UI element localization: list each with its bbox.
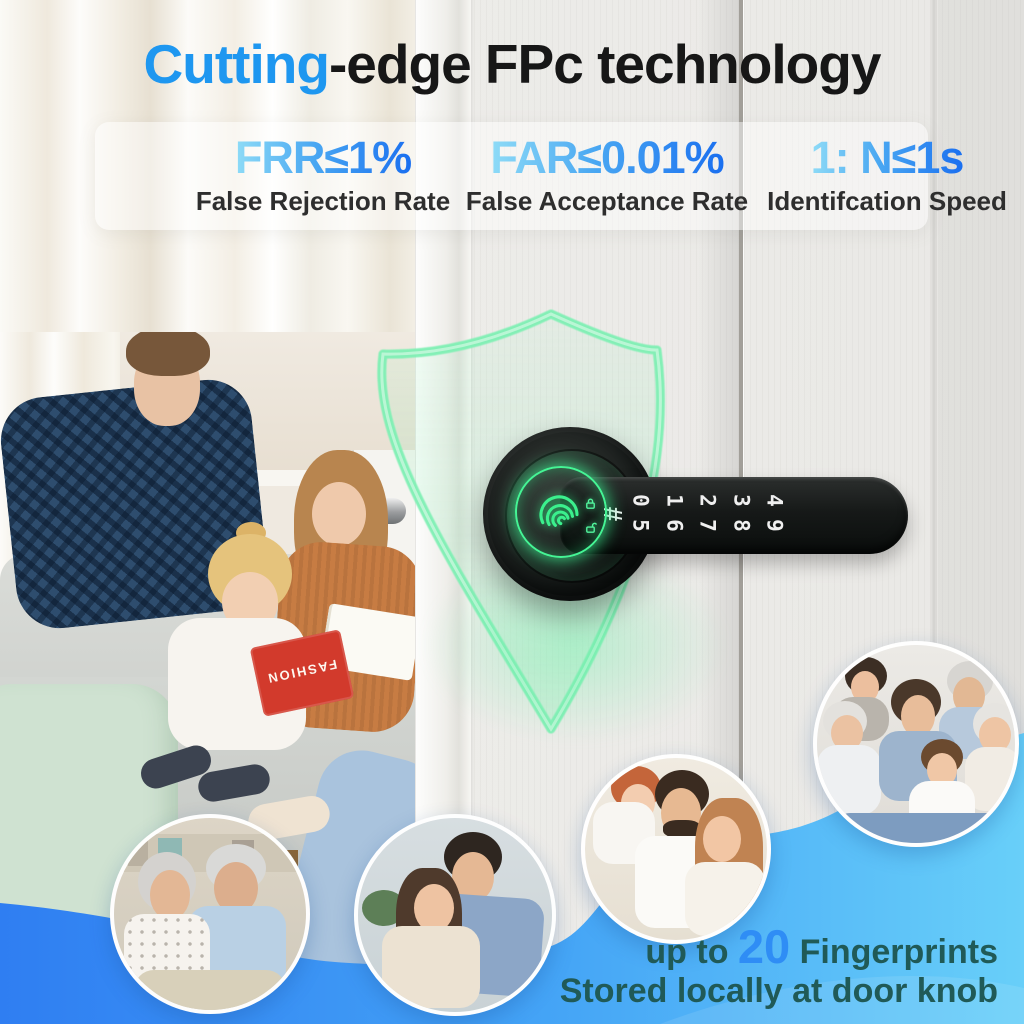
keypad-key-7: 7: [695, 519, 720, 532]
claim-line1: up to 20 Fingerprints: [560, 921, 998, 973]
fingerprint-capacity-claim: up to 20 Fingerprints Stored locally at …: [560, 921, 998, 1010]
claim-prefix: up to: [645, 932, 738, 971]
door-groove: [930, 0, 938, 1024]
fingerprint-icon: [539, 495, 579, 527]
stat-frr: FRR≤1% False Rejection Rate: [173, 132, 473, 217]
lock-closed-icon: [586, 498, 595, 509]
claim-number: 20: [737, 919, 791, 973]
door-handle-lever: [560, 477, 908, 554]
stat-far-label: False Acceptance Rate: [465, 186, 749, 216]
stat-speed-label: Identifcation Speed: [767, 186, 1007, 216]
keypad-key-8: 8: [729, 519, 754, 532]
title-rest: -edge FPc technology: [328, 33, 881, 95]
grandma-face: [150, 870, 190, 920]
photo-circle-large-family: [813, 641, 1019, 847]
photo-circle-family-with-child: [581, 754, 771, 944]
khaki-legs: [134, 970, 286, 1010]
lock-open-icon: [586, 522, 597, 533]
stats-bar: FRR≤1% False Rejection Rate FAR≤0.01% Fa…: [95, 122, 1007, 230]
stat-frr-label: False Rejection Rate: [195, 186, 451, 216]
photo-circle-young-couple: [354, 814, 556, 1016]
photo-magazine-title: FASHION: [265, 656, 339, 687]
jeans-row: [835, 813, 1007, 843]
stat-far: FAR≤0.01% False Acceptance Rate: [457, 132, 757, 217]
woman-face: [414, 884, 454, 932]
photo-circle-elderly-couple: [110, 814, 310, 1014]
dad-face: [901, 695, 935, 737]
stat-far-value: FAR≤0.01%: [490, 132, 724, 183]
stat-speed-value: 1: N≤1s: [810, 132, 965, 183]
woman-cardigan: [382, 926, 480, 1008]
grandma-left-shirt: [817, 745, 881, 815]
keypad: 0 1 2 3 4 5 6 7 8 9: [624, 488, 792, 538]
claim-line2: Stored locally at door knob: [559, 971, 998, 1010]
stat-frr-value: FRR≤1%: [234, 132, 412, 183]
page-title: Cutting-edge FPc technology: [0, 32, 1024, 96]
claim-suffix: Fingerprints: [790, 932, 998, 971]
photo-father-hair: [126, 332, 210, 376]
title-highlight: Cutting: [143, 33, 330, 95]
stat-speed: 1: N≤1s Identifcation Speed: [757, 132, 1017, 217]
keypad-key-9: 9: [763, 519, 788, 532]
keypad-key-5: 5: [628, 519, 653, 532]
mom-face: [703, 816, 741, 862]
curtain-background: [0, 0, 470, 334]
photo-mother-face: [312, 482, 366, 546]
keypad-key-6: 6: [662, 519, 687, 532]
